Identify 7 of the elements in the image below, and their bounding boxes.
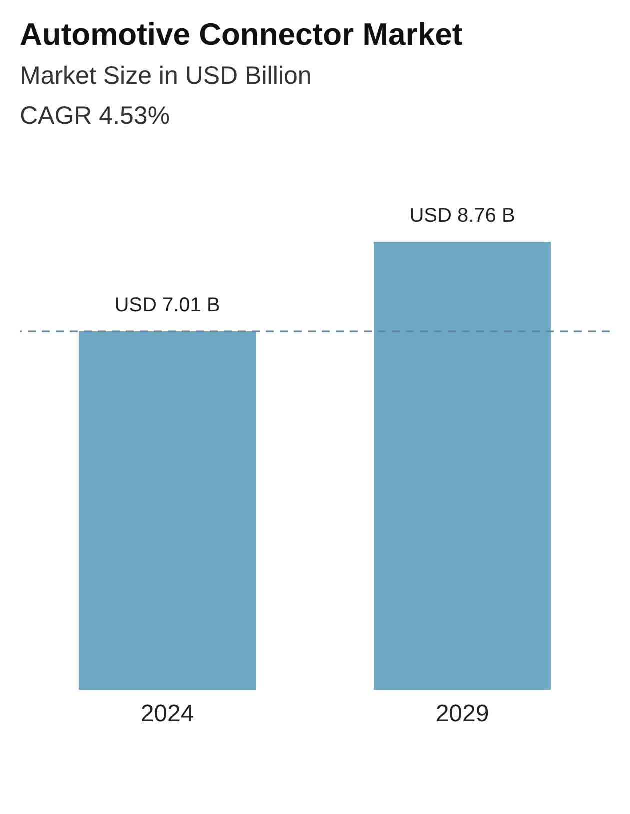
x-tick-label: 2029 [436, 700, 490, 728]
chart-subtitle: Market Size in USD Billion [20, 62, 312, 90]
chart-title: Automotive Connector Market [20, 17, 463, 52]
x-tick-label: 2024 [140, 700, 194, 728]
data-label: USD 7.01 B [114, 294, 220, 316]
data-label: USD 8.76 B [410, 205, 516, 227]
text: CAGR 4.53% [20, 102, 170, 130]
